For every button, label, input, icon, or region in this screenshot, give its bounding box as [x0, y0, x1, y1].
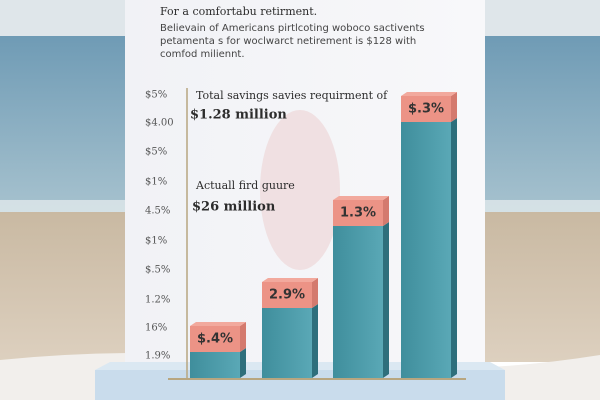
bar: [262, 308, 312, 378]
bar: [333, 226, 383, 378]
axis-label: $1%: [145, 236, 167, 247]
axis-label: $.5%: [145, 265, 170, 276]
annotation-value: $1.28 million: [190, 108, 287, 123]
bar-side: [383, 222, 389, 378]
annotation-value: $26 million: [192, 200, 276, 215]
label-box: [333, 200, 383, 226]
axis-label: 16%: [145, 323, 167, 334]
label-box: [401, 96, 451, 122]
axis-label: 1.9%: [145, 351, 170, 362]
bar-label: $.3%: [408, 102, 444, 117]
axis-label: $5%: [145, 90, 167, 101]
label-top: [190, 322, 246, 326]
subtitle-line: comfod miliennt.: [160, 49, 245, 60]
axis-label: $1%: [145, 177, 167, 188]
label-top: [401, 92, 457, 96]
label-top: [262, 278, 318, 282]
bars: $.4% 2.9% 1.3% $.3%: [190, 92, 457, 378]
shadow: [260, 110, 340, 270]
label-side: [312, 278, 318, 308]
axis-label: $5%: [145, 147, 167, 158]
bar-label: $.4%: [197, 332, 233, 347]
bar-label: 1.3%: [340, 206, 376, 221]
label-side: [383, 196, 389, 226]
bar-side: [240, 348, 246, 378]
subtitle-line: Believain of Americans pirtlcoting woboc…: [160, 23, 425, 34]
bar-side: [312, 304, 318, 378]
label-box: [262, 282, 312, 308]
bar: [190, 352, 240, 378]
label-side: [451, 92, 457, 122]
axis-label: $4.00: [145, 118, 174, 129]
annotation-text: Total savings savies requirment of: [196, 89, 388, 102]
annotation-text: Actuall fird guure: [195, 179, 295, 192]
title: For a comfortabu retirment.: [160, 5, 317, 18]
axis-label: 4.5%: [145, 206, 170, 217]
bar: [401, 122, 451, 378]
subtitle-line: petamenta s for woclwarct netirement is …: [160, 36, 416, 47]
axis-label: 1.2%: [145, 295, 170, 306]
bar-label: 2.9%: [269, 288, 305, 303]
label-box: [190, 326, 240, 352]
label-side: [240, 322, 246, 352]
axis-labels: $5% $4.00 $5% $1% 4.5% $1% $.5% 1.2% 16% 1.9%: [145, 90, 174, 362]
label-top: [333, 196, 389, 200]
bar-side: [451, 118, 457, 378]
